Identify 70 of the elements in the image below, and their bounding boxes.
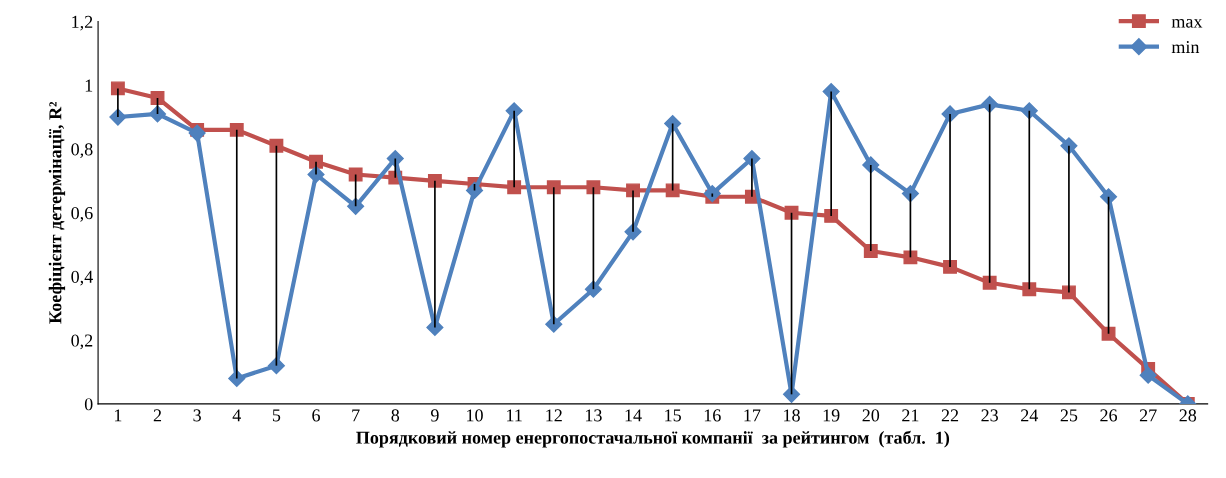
x-tick-label: 15: [665, 409, 681, 422]
point: [267, 357, 285, 375]
point: [703, 185, 721, 203]
point: [665, 183, 680, 198]
x-tick-label: 16: [704, 409, 721, 422]
point: [824, 208, 839, 223]
point: [1139, 366, 1157, 384]
point: [1022, 282, 1037, 297]
x-tick-label: 17: [744, 409, 761, 422]
x-tick-label: 10: [467, 409, 483, 422]
y-tick-label: 1,2: [72, 15, 93, 31]
x-tick-label: 1: [114, 409, 122, 422]
legend-label: min: [1171, 41, 1200, 53]
x-tick-label: 19: [823, 409, 840, 422]
point: [901, 185, 919, 203]
point: [546, 180, 561, 195]
point: [664, 114, 682, 133]
point: [269, 138, 284, 153]
point: [110, 81, 125, 96]
x-tick-label: 26: [1100, 409, 1118, 422]
y-axis-title: Коефіцієнт детермінації, R²: [48, 101, 66, 324]
legend-label: max: [1171, 18, 1203, 28]
point: [465, 181, 484, 199]
x-tick-label: 13: [585, 409, 602, 422]
x-tick-label: 28: [1179, 409, 1197, 422]
point: [982, 275, 997, 290]
point: [981, 95, 999, 113]
point: [348, 167, 363, 182]
y-tick-label: 1: [85, 79, 93, 92]
x-tick-label: 25: [1060, 409, 1078, 422]
y-tick-label: 0,2: [71, 334, 93, 350]
x-tick-label: 3: [193, 409, 201, 422]
point: [903, 250, 918, 265]
point: [863, 244, 878, 258]
x-tick-label: 27: [1139, 409, 1157, 422]
y-tick-label: 0,4: [71, 270, 93, 286]
point: [1099, 188, 1118, 206]
point: [586, 180, 601, 195]
point: [507, 180, 522, 195]
point: [1101, 326, 1116, 341]
x-axis-title: Порядковий номер енергопостачальної компанії за рейтингом (табл. 1): [356, 430, 950, 448]
x-tick-label: 14: [625, 409, 642, 422]
y-tick-label: 0: [84, 398, 93, 411]
x-tick-label: 6: [312, 409, 320, 422]
x-tick-label: 2: [153, 409, 162, 422]
x-tick-label: 12: [546, 409, 562, 422]
point: [784, 205, 799, 220]
point: [427, 173, 442, 188]
x-tick-label: 4: [232, 409, 241, 422]
x-tick-label: 5: [272, 409, 281, 422]
x-tick-label: 20: [862, 409, 880, 422]
point: [229, 122, 244, 137]
point: [943, 259, 957, 274]
y-tick-label: 0,6: [71, 206, 93, 222]
x-tick-label: 23: [981, 409, 998, 422]
point: [1061, 285, 1076, 300]
x-tick-label: 22: [941, 409, 959, 422]
point: [188, 124, 206, 142]
x-tick-label: 18: [784, 409, 800, 422]
point: [584, 280, 602, 298]
x-tick-label: 8: [391, 409, 400, 422]
x-tick-label: 9: [430, 409, 439, 422]
x-tick-label: 24: [1021, 409, 1039, 422]
x-tick-label: 7: [352, 409, 360, 422]
point: [148, 105, 167, 123]
x-tick-label: 21: [902, 409, 919, 422]
x-tick-label: 11: [507, 409, 522, 422]
y-tick-label: 0,8: [71, 143, 93, 159]
point: [347, 197, 365, 215]
point: [150, 91, 165, 105]
